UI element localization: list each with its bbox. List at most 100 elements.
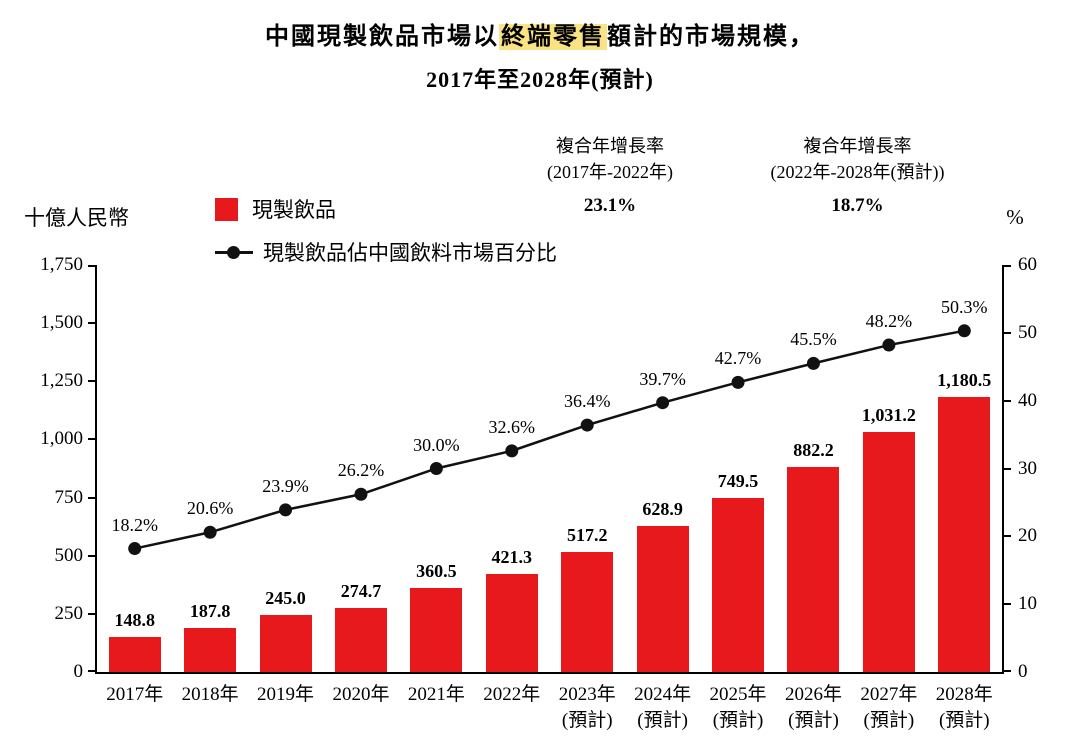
- left-axis-tick-label: 1,250: [40, 370, 83, 392]
- bar-value-label: 1,031.2: [861, 405, 916, 426]
- x-axis-year: 2027年: [860, 684, 918, 705]
- left-axis-tick: [88, 265, 97, 267]
- right-axis-tick-label: 20: [1018, 525, 1037, 547]
- line-value-label: 50.3%: [941, 296, 988, 317]
- line-value-label: 26.2%: [337, 460, 385, 481]
- x-axis-year: 2017年: [106, 684, 164, 705]
- x-axis-year: 2019年: [257, 684, 315, 705]
- cagr-heading: 複合年增長率: [803, 136, 912, 156]
- left-axis-tick-label: 750: [54, 486, 84, 508]
- x-axis-category: 2028年 (預計): [927, 682, 1002, 734]
- line-value-label: 36.4%: [563, 391, 611, 412]
- bar-legend-label: 現製飲品: [252, 198, 336, 222]
- title-text-post: 額計的市場規模，: [607, 24, 815, 50]
- x-axis-forecast-tag: (預計): [788, 710, 839, 731]
- right-axis-tick-label: 30: [1018, 457, 1037, 479]
- line-value-label: 32.6%: [488, 416, 536, 437]
- bar-value-label: 274.7: [340, 581, 382, 602]
- line-value-label: 30.0%: [413, 434, 460, 455]
- left-axis-tick: [88, 612, 97, 615]
- bar: [636, 525, 689, 672]
- left-axis-tick: [88, 380, 97, 383]
- right-axis-tick: [1002, 535, 1011, 538]
- bar-legend-swatch: [215, 197, 238, 221]
- line-point: [580, 418, 594, 432]
- cagr-heading: 複合年增長率: [556, 136, 664, 156]
- line-value-label: 45.5%: [790, 329, 837, 350]
- left-axis-tick-label: 1,000: [40, 428, 83, 450]
- x-axis-year: 2023年: [558, 684, 616, 705]
- line-point: [203, 525, 217, 539]
- bar-value-label: 245.0: [265, 588, 306, 609]
- bar-value-label: 517.2: [566, 524, 608, 545]
- x-axis-category: 2017年: [97, 682, 172, 708]
- line-point: [731, 375, 745, 389]
- title-highlight: 終端零售: [499, 24, 607, 50]
- bar-value-label: 1,180.5: [937, 370, 992, 391]
- cagr-annotation-2022-2028: 複合年增長率 (2022年-2028年(預計)) 18.7%: [735, 133, 980, 219]
- right-axis-tick: [1002, 331, 1011, 334]
- right-axis-tick-label: 10: [1018, 593, 1037, 615]
- x-axis-forecast-tag: (預計): [938, 710, 990, 731]
- line-point: [429, 462, 443, 475]
- x-axis-category: 2021年: [399, 682, 474, 708]
- bar-value-label: 749.5: [717, 470, 759, 491]
- bar-value-label: 148.8: [114, 610, 155, 631]
- x-axis-forecast-tag: (預計): [637, 710, 688, 731]
- line-value-label: 39.7%: [639, 368, 686, 389]
- bar: [561, 551, 614, 672]
- chart-title: 中國現製飲品市場以終端零售額計的市場規模，: [0, 16, 1080, 51]
- bar: [184, 628, 237, 672]
- bar-value-label: 628.9: [642, 498, 683, 519]
- cagr-value: 23.1%: [583, 195, 637, 216]
- plot-area: 1,750 1,500 1,250 1,000 750 500 250 0 60 50 40 30 2…: [40, 254, 1037, 731]
- x-axis-category: 2023年 (預計): [550, 682, 625, 734]
- cagr-period: (2022年-2028年(預計)): [770, 162, 945, 182]
- bar-value-label: 360.5: [416, 561, 457, 582]
- bar-value-label: 421.3: [491, 547, 533, 568]
- x-axis-year: 2022年: [483, 684, 541, 705]
- cagr-annotation-2017-2022: 複合年增長率 (2017年-2022年) 23.1%: [500, 133, 720, 219]
- line-value-label: 48.2%: [865, 311, 913, 332]
- percentage-line: [134, 329, 965, 550]
- bar-value-label: 882.2: [793, 439, 834, 460]
- line-point: [279, 503, 293, 517]
- line-legend-dot-icon: [227, 245, 240, 259]
- cagr-period: (2017年-2022年): [547, 162, 673, 182]
- left-axis-tick: [88, 554, 97, 557]
- bar: [712, 497, 765, 672]
- left-axis-tick: [88, 322, 97, 325]
- x-axis-category: 2025年 (預計): [700, 682, 775, 734]
- right-axis-tick-label: 50: [1018, 321, 1037, 343]
- left-axis-tick-label: 1,500: [40, 312, 83, 334]
- bar-value-label: 187.8: [189, 601, 231, 622]
- left-axis-tick: [88, 496, 97, 499]
- line-value-label: 23.9%: [262, 475, 309, 496]
- line-point: [128, 542, 142, 556]
- bar: [938, 397, 991, 672]
- line-point: [957, 324, 971, 338]
- bar: [787, 466, 840, 672]
- bar: [108, 637, 161, 672]
- x-axis-category: 2019年: [248, 682, 323, 708]
- left-axis-tick: [88, 438, 97, 441]
- line-point: [806, 356, 820, 370]
- x-axis-category: 2024年 (預計): [625, 682, 700, 734]
- line-value-label: 42.7%: [714, 348, 762, 369]
- x-axis-year: 2025年: [709, 684, 767, 705]
- x-axis-category: 2026年 (預計): [776, 682, 851, 734]
- x-axis-year: 2026年: [784, 684, 842, 705]
- cagr-value: 18.7%: [831, 195, 884, 216]
- x-axis-year: 2020年: [332, 684, 390, 705]
- right-axis-tick: [1002, 467, 1011, 470]
- line-value-label: 20.6%: [186, 498, 234, 519]
- right-axis-tick: [1002, 265, 1011, 267]
- legend: 現製飲品 現製飲品佔中國飲料市場百分比: [215, 196, 557, 282]
- line-point: [656, 396, 670, 410]
- bar: [485, 574, 538, 672]
- bar: [410, 588, 463, 672]
- legend-item-bar: 現製飲品: [215, 196, 557, 222]
- left-axis-tick-label: 250: [54, 602, 84, 624]
- title-text-pre: 中國現製飲品市場以: [265, 24, 499, 50]
